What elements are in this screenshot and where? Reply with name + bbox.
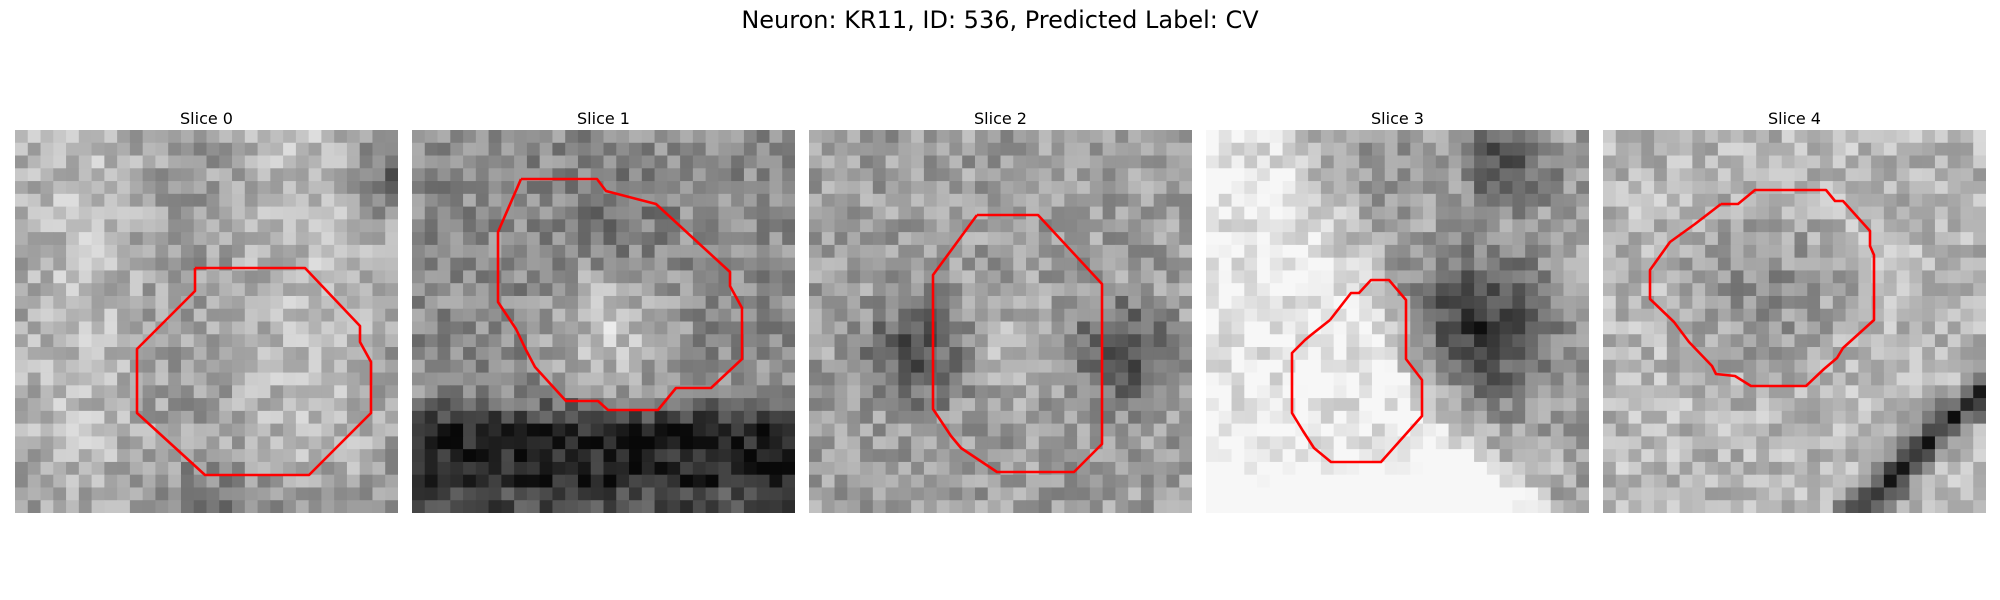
slice-panel-3: Slice 3	[1206, 108, 1589, 513]
segmentation-outline-0	[135, 266, 373, 477]
slice-panel-1: Slice 1	[412, 108, 795, 513]
slice-image-1	[412, 130, 795, 513]
slice-image-0	[15, 130, 398, 513]
slice-title-4: Slice 4	[1768, 109, 1821, 128]
slice-image-4	[1603, 130, 1986, 513]
slice-title-1: Slice 1	[577, 109, 630, 128]
slice-panel-4: Slice 4	[1603, 108, 1986, 513]
slice-title-3: Slice 3	[1371, 109, 1424, 128]
slice-image-3	[1206, 130, 1589, 513]
segmentation-outline-2	[931, 213, 1104, 474]
slice-title-0: Slice 0	[180, 109, 233, 128]
segmentation-outline-3	[1290, 278, 1424, 464]
slice-image-2	[809, 130, 1192, 513]
slice-panel-0: Slice 0	[15, 108, 398, 513]
slice-panel-2: Slice 2	[809, 108, 1192, 513]
segmentation-outline-4	[1648, 188, 1876, 388]
segmentation-outline-1	[496, 177, 744, 412]
figure-title: Neuron: KR11, ID: 536, Predicted Label: …	[741, 6, 1259, 34]
slice-title-2: Slice 2	[974, 109, 1027, 128]
